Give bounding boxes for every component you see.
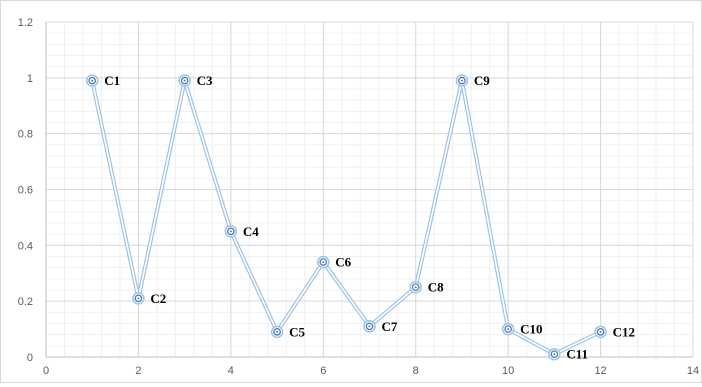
marker-center-dot [229,230,232,233]
data-point-marker [178,74,191,87]
y-tick-label: 1 [27,73,33,85]
y-tick-label: 1.2 [18,17,33,29]
series-line-inner [91,79,601,356]
x-tick-label: 8 [413,365,419,377]
x-tick-label: 4 [228,365,234,377]
tick-labels: 0 2 4 6 8 10 12 14 0 0.2 0.4 0.6 0.8 1 1.2 [18,17,699,377]
data-point-label: C4 [243,224,259,239]
data-labels: C1 C2 C3 C4 C5 C6 C7 C8 C9 C10 C11 C12 [104,73,635,362]
marker-center-dot [507,328,510,331]
marker-center-dot [91,79,94,82]
marker-center-dot [322,261,325,264]
x-tick-label: 12 [594,365,606,377]
x-tick-label: 14 [687,365,699,377]
marker-center-dot [599,330,602,333]
data-point-marker [363,320,376,333]
marker-center-dot [553,353,556,356]
data-point-label: C5 [289,324,305,339]
data-point-label: C8 [428,280,444,295]
data-point-marker [270,325,284,339]
data-point-label: C7 [382,319,398,334]
data-point-label: C2 [150,291,166,306]
data-point-label: C3 [197,73,213,88]
marker-center-dot [368,325,371,328]
marker-center-dot [460,79,463,82]
data-point-marker [455,74,469,87]
y-tick-label: 0 [27,352,33,364]
data-point-marker [317,255,330,269]
data-point-label: C11 [566,347,588,362]
data-point-label: C1 [104,73,120,88]
major-gridlines [45,21,694,358]
y-tick-label: 0.6 [18,185,33,197]
data-point-marker [85,74,99,87]
data-point-marker [409,280,422,294]
x-tick-label: 0 [43,365,49,377]
y-tick-label: 0.8 [18,129,33,141]
x-tick-label: 10 [502,365,514,377]
data-point-marker [224,225,238,238]
data-point-label: C10 [520,322,542,337]
data-point-label: C9 [474,73,490,88]
series-layer [85,74,607,361]
data-point-marker [594,325,607,339]
x-tick-label: 2 [135,365,141,377]
data-point-marker [501,322,515,336]
marker-center-dot [183,79,186,82]
data-point-label: C6 [335,255,351,270]
y-tick-label: 0.2 [18,296,33,308]
axes [45,22,693,358]
marker-center-dot [414,286,417,289]
x-tick-label: 6 [320,365,326,377]
data-point-marker [548,347,561,361]
data-point-label: C12 [613,324,635,339]
marker-center-dot [276,330,279,333]
series-line-outer [90,78,602,357]
marker-center-dot [137,297,140,300]
data-point-marker [132,292,145,305]
y-tick-label: 0.4 [18,240,33,252]
